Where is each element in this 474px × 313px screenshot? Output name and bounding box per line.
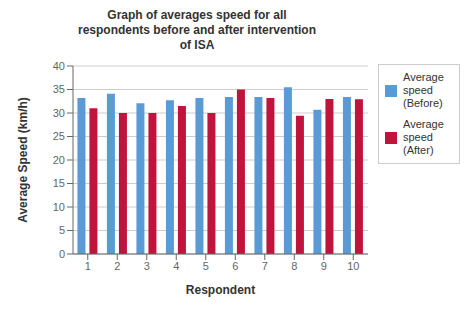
- svg-text:6: 6: [232, 260, 238, 272]
- svg-text:1: 1: [85, 260, 91, 272]
- svg-text:0: 0: [59, 248, 65, 260]
- svg-text:40: 40: [53, 60, 65, 72]
- svg-text:2: 2: [114, 260, 120, 272]
- svg-text:25: 25: [53, 130, 65, 142]
- html-text:respondents before and after i: respondents before and after interventio…: [78, 23, 316, 37]
- svg-text:30: 30: [53, 107, 65, 119]
- html-text:Average: Average: [403, 71, 444, 83]
- html-text:(After): (After): [403, 144, 434, 156]
- svg-text:20: 20: [53, 154, 65, 166]
- svg-text:10: 10: [53, 201, 65, 213]
- svg-text:8: 8: [291, 260, 297, 272]
- svg-text:9: 9: [321, 260, 327, 272]
- html-text:Graph of averages speed for al: Graph of averages speed for all: [107, 8, 287, 22]
- html-text:Average: Average: [403, 118, 444, 130]
- svg-text:Average Speed (km/h): Average Speed (km/h): [16, 97, 30, 223]
- html-text:speed: speed: [403, 131, 433, 143]
- html-text:(Before): (Before): [403, 97, 443, 109]
- svg-text:15: 15: [53, 177, 65, 189]
- svg-text:4: 4: [173, 260, 179, 272]
- svg-text:3: 3: [144, 260, 150, 272]
- html-text:speed: speed: [403, 84, 433, 96]
- svg-text:5: 5: [59, 224, 65, 236]
- svg-text:35: 35: [53, 83, 65, 95]
- svg-text:7: 7: [262, 260, 268, 272]
- svg-text:5: 5: [203, 260, 209, 272]
- svg-text:10: 10: [347, 260, 359, 272]
- svg-text:Respondent: Respondent: [186, 283, 255, 297]
- html-text:of ISA: of ISA: [179, 38, 215, 52]
